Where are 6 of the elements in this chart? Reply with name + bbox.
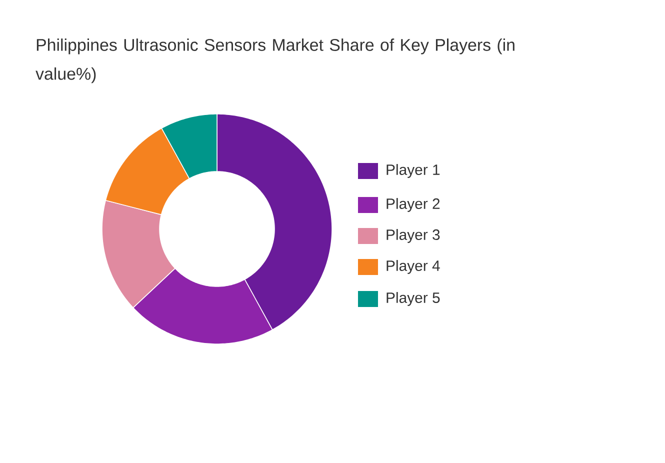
legend-label: Player 5: [386, 292, 440, 306]
chart-title: Philippines Ultrasonic Sensors Market Share of Key Players (in value%): [36, 38, 514, 84]
legend-label: Player 4: [386, 260, 440, 274]
legend-label: Player 2: [386, 198, 440, 212]
legend-label: Player 1: [386, 164, 440, 178]
legend-label: Player 3: [386, 229, 440, 243]
